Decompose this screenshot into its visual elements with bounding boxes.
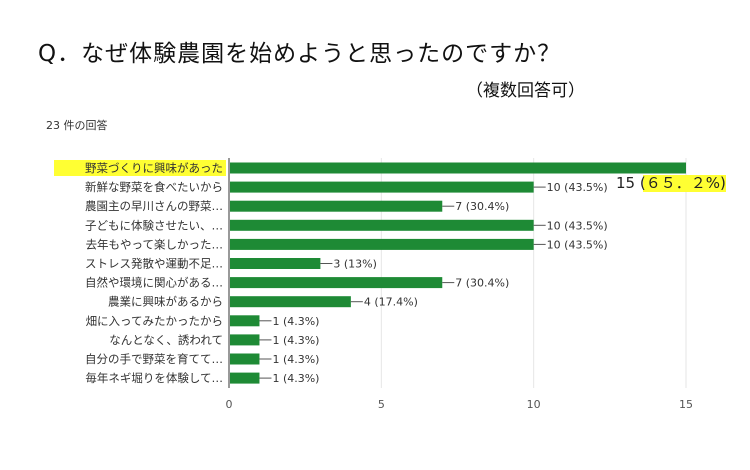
category-label: 畑に入ってみたかったから	[86, 314, 223, 328]
bar	[230, 334, 260, 346]
data-label: 10 (43.5%)	[547, 219, 608, 232]
x-tick-label: 10	[527, 398, 541, 411]
bar	[230, 181, 534, 193]
data-label: 15 (６５．２%)	[616, 174, 726, 192]
bar	[230, 219, 534, 231]
data-label: 7 (30.4%)	[455, 277, 509, 290]
x-tick-label: 15	[679, 398, 693, 411]
response-count: 23 件の回答	[46, 119, 108, 132]
data-label: 1 (4.3%)	[272, 353, 319, 366]
bar	[230, 200, 443, 212]
category-label: 農業に興味があるから	[108, 295, 223, 309]
category-label: 野菜づくりに興味があった	[85, 161, 223, 175]
category-label: 自分の手で野菜を育てて…	[85, 352, 223, 366]
category-highlight	[54, 160, 226, 176]
data-label: 1 (4.3%)	[272, 372, 319, 385]
bar	[230, 296, 351, 308]
value-highlight	[643, 175, 726, 192]
bar	[230, 277, 443, 289]
data-label: 7 (30.4%)	[455, 200, 509, 213]
bar	[230, 238, 534, 250]
category-label: 農園主の早川さんの野菜…	[85, 199, 223, 213]
data-label: 3 (13%)	[333, 258, 377, 271]
category-label: 毎年ネギ堀りを体験して…	[85, 371, 223, 385]
page-title: Q．なぜ体験農園を始めようと思ったのですか？	[38, 41, 562, 67]
data-label: 1 (4.3%)	[272, 334, 319, 347]
bar	[230, 353, 260, 365]
page-subtitle: （複数回答可）	[466, 81, 585, 101]
bar	[230, 315, 260, 327]
bar	[230, 162, 686, 174]
category-label: 自然や環境に関心がある…	[85, 276, 223, 290]
category-label: 新鮮な野菜を食べたいから	[85, 180, 223, 194]
data-label: 1 (4.3%)	[272, 315, 319, 328]
category-label: 去年もやって楽しかった…	[86, 237, 223, 251]
data-label: 10 (43.5%)	[547, 238, 608, 251]
category-label: なんとなく、誘われて	[109, 333, 223, 347]
bar	[230, 258, 321, 269]
x-tick-label: 0	[226, 398, 233, 411]
category-label: ストレス発散や運動不足…	[85, 257, 223, 271]
data-label: 10 (43.5%)	[547, 181, 608, 194]
x-tick-label: 5	[378, 398, 385, 411]
category-label: 子どもに体験させたい、…	[85, 218, 223, 232]
bar	[230, 372, 260, 384]
data-label: 4 (17.4%)	[364, 296, 418, 309]
